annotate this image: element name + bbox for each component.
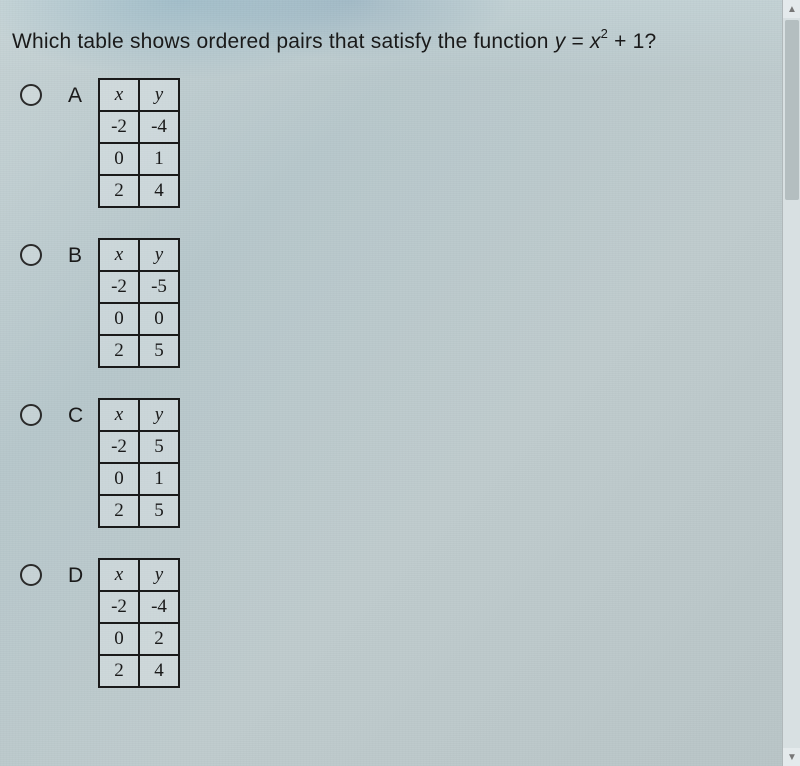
table-d: x y -2 -4 0 2 2 4 — [98, 558, 180, 688]
option-d[interactable]: D x y -2 -4 0 2 2 4 — [20, 558, 180, 688]
table-row: 0 1 — [99, 143, 179, 175]
col-header: y — [139, 559, 179, 591]
cell: 2 — [99, 335, 139, 367]
cell: -4 — [139, 111, 179, 143]
cell: 0 — [99, 303, 139, 335]
options-container: A x y -2 -4 0 1 2 4 B x y — [20, 78, 180, 718]
col-header: y — [139, 399, 179, 431]
cell: -2 — [99, 591, 139, 623]
table-row: 2 5 — [99, 335, 179, 367]
table-row: -2 -4 — [99, 591, 179, 623]
option-label-b: B — [42, 238, 98, 268]
table-row: 0 2 — [99, 623, 179, 655]
question-prefix: Which table shows ordered pairs that sat… — [12, 30, 555, 53]
equation-y: y — [555, 30, 566, 53]
col-header: y — [139, 239, 179, 271]
cell: 0 — [99, 463, 139, 495]
table-row: x y — [99, 399, 179, 431]
equation-suffix: + 1? — [608, 30, 656, 53]
col-header: x — [99, 559, 139, 591]
cell: 0 — [139, 303, 179, 335]
col-header: x — [99, 239, 139, 271]
cell: 5 — [139, 495, 179, 527]
radio-b[interactable] — [20, 244, 42, 266]
cell: 4 — [139, 175, 179, 207]
table-row: -2 -4 — [99, 111, 179, 143]
cell: 0 — [99, 623, 139, 655]
radio-c[interactable] — [20, 404, 42, 426]
cell: 2 — [99, 175, 139, 207]
scroll-thumb[interactable] — [785, 20, 799, 200]
scroll-down-arrow-icon[interactable]: ▼ — [783, 748, 800, 766]
cell: -4 — [139, 591, 179, 623]
table-row: x y — [99, 239, 179, 271]
col-header: x — [99, 79, 139, 111]
radio-d[interactable] — [20, 564, 42, 586]
cell: -5 — [139, 271, 179, 303]
cell: 2 — [139, 623, 179, 655]
table-row: -2 -5 — [99, 271, 179, 303]
table-row: 2 5 — [99, 495, 179, 527]
option-c[interactable]: C x y -2 5 0 1 2 5 — [20, 398, 180, 528]
table-b: x y -2 -5 0 0 2 5 — [98, 238, 180, 368]
option-label-c: C — [42, 398, 98, 428]
col-header: x — [99, 399, 139, 431]
scroll-up-arrow-icon[interactable]: ▲ — [783, 0, 800, 18]
question-text: Which table shows ordered pairs that sat… — [12, 28, 656, 54]
cell: 1 — [139, 143, 179, 175]
col-header: y — [139, 79, 179, 111]
vertical-scrollbar[interactable]: ▲ ▼ — [782, 0, 800, 766]
option-label-d: D — [42, 558, 98, 588]
table-row: 2 4 — [99, 655, 179, 687]
cell: 4 — [139, 655, 179, 687]
option-label-a: A — [42, 78, 98, 108]
table-row: 0 0 — [99, 303, 179, 335]
cell: 0 — [99, 143, 139, 175]
cell: 2 — [99, 495, 139, 527]
equation-exp: 2 — [601, 26, 608, 41]
cell: 5 — [139, 335, 179, 367]
cell: 1 — [139, 463, 179, 495]
cell: -2 — [99, 111, 139, 143]
equation-eq: = — [565, 30, 590, 53]
table-c: x y -2 5 0 1 2 5 — [98, 398, 180, 528]
cell: 5 — [139, 431, 179, 463]
radio-a[interactable] — [20, 84, 42, 106]
table-row: x y — [99, 79, 179, 111]
cell: -2 — [99, 271, 139, 303]
table-row: -2 5 — [99, 431, 179, 463]
table-row: 0 1 — [99, 463, 179, 495]
table-row: 2 4 — [99, 175, 179, 207]
cell: -2 — [99, 431, 139, 463]
equation-x: x — [590, 30, 601, 53]
table-a: x y -2 -4 0 1 2 4 — [98, 78, 180, 208]
option-b[interactable]: B x y -2 -5 0 0 2 5 — [20, 238, 180, 368]
table-row: x y — [99, 559, 179, 591]
option-a[interactable]: A x y -2 -4 0 1 2 4 — [20, 78, 180, 208]
cell: 2 — [99, 655, 139, 687]
